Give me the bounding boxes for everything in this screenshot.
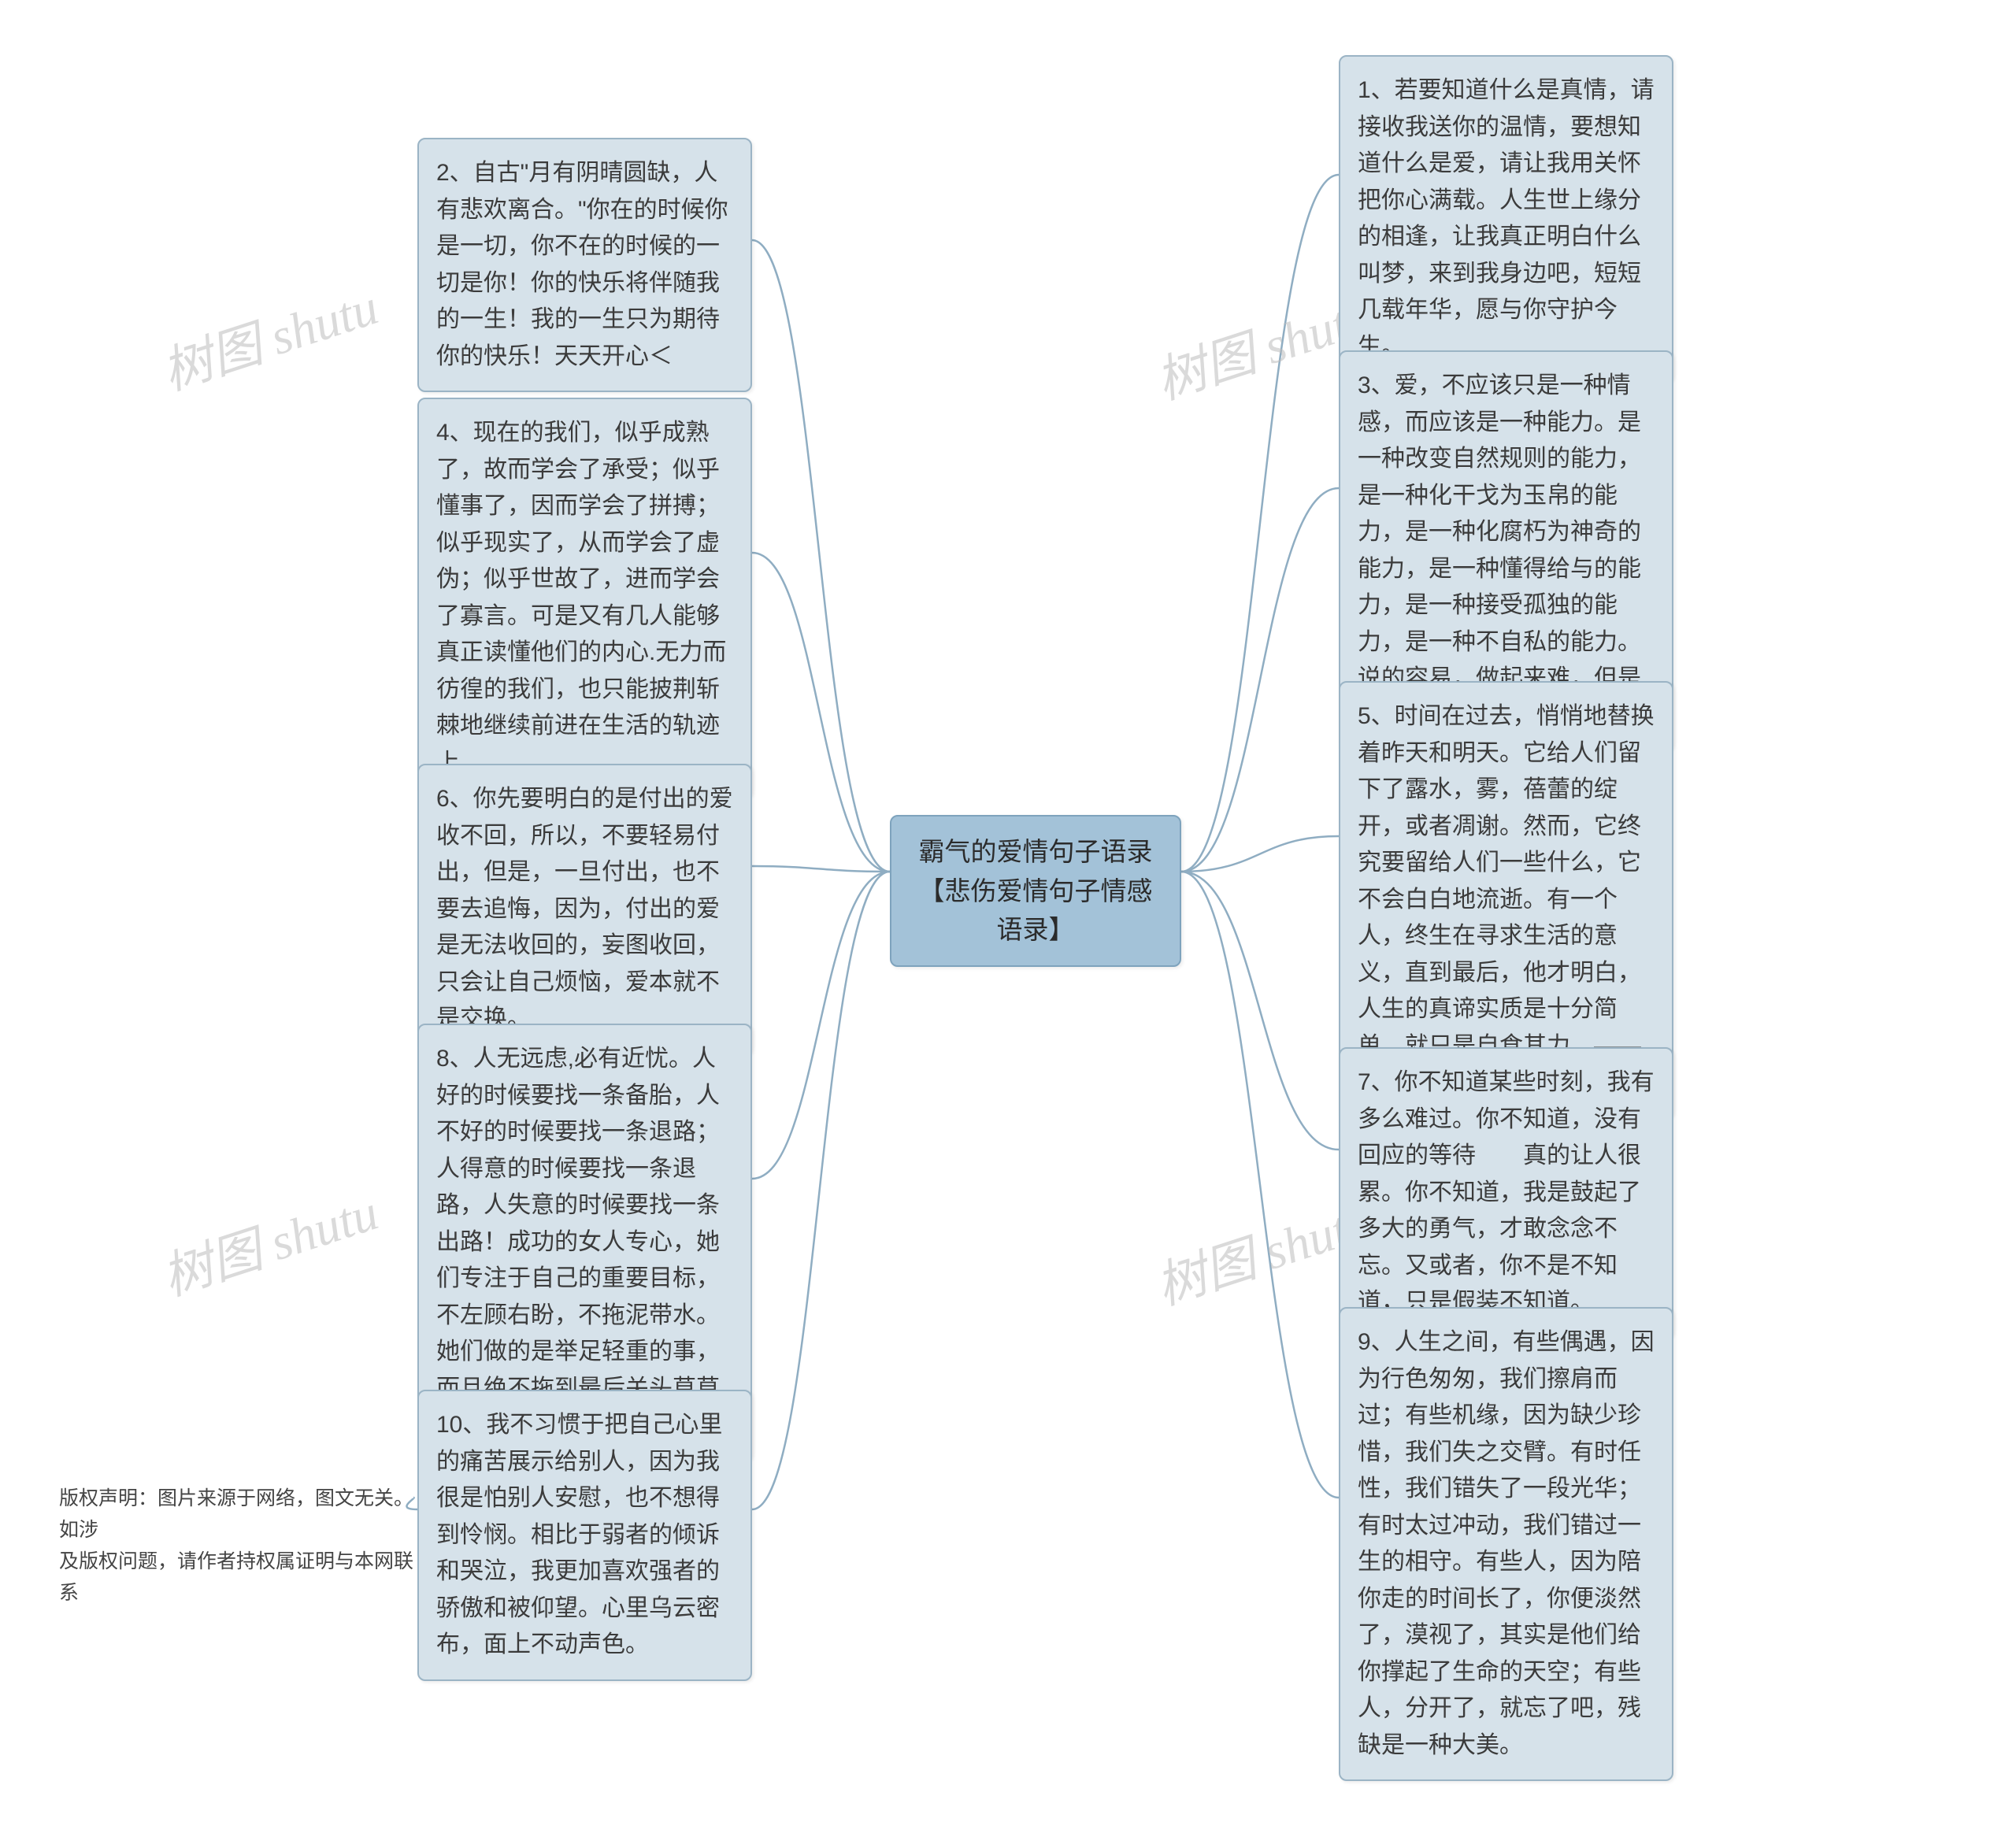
node-2[interactable]: 2、自古"月有阴晴圆缺，人有悲欢离合。"你在的时候你是一切，你不在的时候的一切是… [417, 138, 752, 392]
node-text: 4、现在的我们，似乎成熟了，故而学会了承受；似乎懂事了，因而学会了拼搏；似乎现实… [436, 420, 726, 776]
node-text: 3、爱，不应该只是一种情感，而应该是一种能力。是一种改变自然规则的能力，是一种化… [1358, 372, 1641, 728]
center-text: 霸气的爱情句子语录【悲伤爱情句子情感语录】 [919, 837, 1153, 944]
node-text: 10、我不习惯于把自己心里的痛苦展示给别人，因为我很是怕别人安慰，也不想得到怜悯… [436, 1412, 722, 1657]
node-10[interactable]: 10、我不习惯于把自己心里的痛苦展示给别人，因为我很是怕别人安慰，也不想得到怜悯… [417, 1390, 752, 1681]
node-text: 9、人生之间，有些偶遇，因为行色匆匆，我们擦肩而过；有些机缘，因为缺少珍惜，我们… [1358, 1329, 1655, 1758]
copyright-line1: 版权声明：图片来源于网络，图文无关。如涉 [59, 1483, 417, 1546]
node-text: 6、你先要明白的是付出的爱收不回，所以，不要轻易付出，但是，一旦付出，也不要去追… [436, 786, 733, 1031]
mindmap-canvas: 树图 shutu 树图 shutu.cn 树图 shutu 树图 shutu.c… [0, 0, 2016, 1833]
node-text: 8、人无远虑,必有近忧。人好的时候要找一条备胎，人不好的时候要找一条退路；人得意… [436, 1046, 720, 1438]
node-9[interactable]: 9、人生之间，有些偶遇，因为行色匆匆，我们擦肩而过；有些机缘，因为缺少珍惜，我们… [1339, 1307, 1673, 1781]
node-4[interactable]: 4、现在的我们，似乎成熟了，故而学会了承受；似乎懂事了，因而学会了拼搏；似乎现实… [417, 398, 752, 798]
node-text: 5、时间在过去，悄悄地替换着昨天和明天。它给人们留下了露水，雾，蓓蕾的绽开，或者… [1358, 703, 1655, 1095]
watermark: 树图 shutu [152, 267, 386, 405]
node-6[interactable]: 6、你先要明白的是付出的爱收不回，所以，不要轻易付出，但是，一旦付出，也不要去追… [417, 764, 752, 1055]
watermark: 树图 shutu [152, 1172, 386, 1310]
copyright-note: 版权声明：图片来源于网络，图文无关。如涉 及版权问题，请作者持权属证明与本网联系 [59, 1483, 417, 1609]
node-7[interactable]: 7、你不知道某些时刻，我有多么难过。你不知道，没有回应的等待 真的让人很累。你不… [1339, 1047, 1673, 1339]
copyright-line2: 及版权问题，请作者持权属证明与本网联系 [59, 1546, 417, 1609]
node-1[interactable]: 1、若要知道什么是真情，请接收我送你的温情，要想知道什么是爱，请让我用关怀把你心… [1339, 55, 1673, 383]
node-text: 1、若要知道什么是真情，请接收我送你的温情，要想知道什么是爱，请让我用关怀把你心… [1358, 77, 1655, 360]
node-text: 7、你不知道某些时刻，我有多么难过。你不知道，没有回应的等待 真的让人很累。你不… [1358, 1069, 1655, 1315]
center-node[interactable]: 霸气的爱情句子语录【悲伤爱情句子情感语录】 [890, 815, 1181, 967]
node-text: 2、自古"月有阴晴圆缺，人有悲欢离合。"你在的时候你是一切，你不在的时候的一切是… [436, 160, 728, 369]
